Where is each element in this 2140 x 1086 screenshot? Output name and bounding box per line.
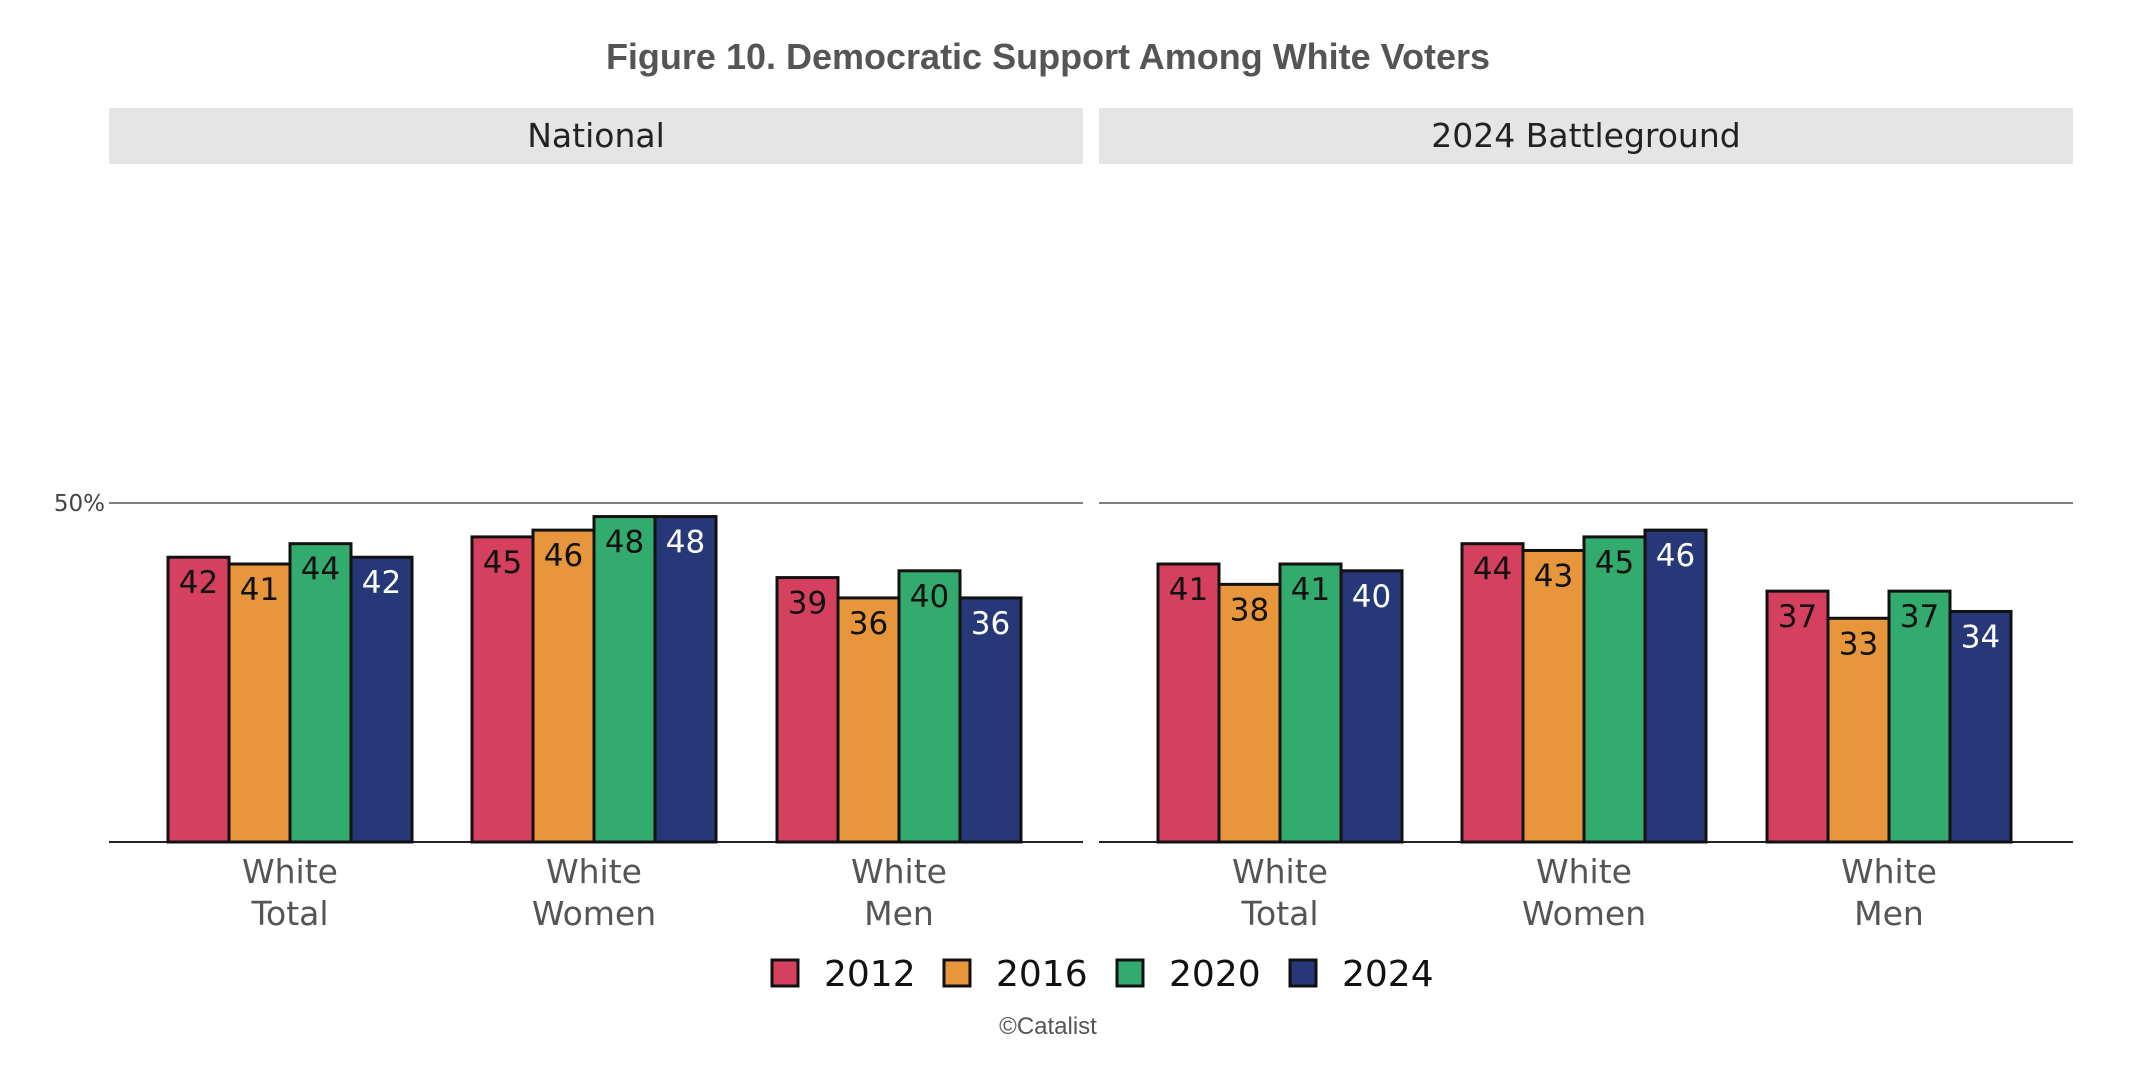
bar-2020 <box>1582 535 1647 844</box>
bar-2020 <box>592 515 657 844</box>
bar-2024 <box>1948 609 2013 844</box>
bar-value-label: 45 <box>483 545 522 581</box>
legend-label: 2020 <box>1169 954 1261 995</box>
bar-value-label: 46 <box>544 538 583 574</box>
bar-value-label: 36 <box>971 606 1010 642</box>
bar-value-label: 34 <box>1961 619 2000 655</box>
x-tick-label-line2: Total <box>250 894 328 933</box>
x-tick-label-line2: Total <box>1240 894 1318 933</box>
bar-2020 <box>1887 589 1952 844</box>
bar-value-label: 45 <box>1595 545 1634 581</box>
caption-copyright: ©Catalist <box>999 1013 1097 1040</box>
bar-2024 <box>1339 569 1404 844</box>
bar-2012 <box>1156 562 1221 844</box>
bar-2024 <box>958 596 1023 844</box>
bar-value-label: 41 <box>1291 572 1330 608</box>
bar-2012 <box>470 535 535 844</box>
y-tick-label-50: 50% <box>54 491 105 517</box>
bar-value-label: 44 <box>301 552 340 588</box>
bar-2024 <box>349 555 414 844</box>
bar-2012 <box>1765 589 1830 844</box>
x-tick-label-line1: White <box>1536 852 1632 891</box>
bar-value-label: 39 <box>788 586 827 622</box>
legend-label: 2016 <box>996 954 1088 995</box>
bar-value-label: 37 <box>1778 599 1817 635</box>
bar-2024 <box>653 515 718 844</box>
bar-value-label: 41 <box>1169 572 1208 608</box>
chart-title: Figure 10. Democratic Support Among Whit… <box>606 36 1490 77</box>
legend-item-2016: 2016 <box>942 954 1088 995</box>
legend-label: 2012 <box>824 954 916 995</box>
bar-2020 <box>1278 562 1343 844</box>
panel-strip-background <box>109 108 1083 164</box>
bar-2016 <box>836 596 901 844</box>
bar-value-label: 38 <box>1230 592 1269 628</box>
bar-value-label: 44 <box>1473 552 1512 588</box>
bar-value-label: 42 <box>362 565 401 601</box>
bar-value-label: 37 <box>1900 599 1939 635</box>
bar-value-label: 48 <box>605 525 644 561</box>
bar-value-label: 41 <box>240 572 279 608</box>
legend-swatch <box>1115 958 1145 988</box>
bar-value-label: 43 <box>1534 558 1573 594</box>
bar-value-label: 33 <box>1839 626 1878 662</box>
legend-item-2012: 2012 <box>770 954 916 995</box>
bar-value-label: 40 <box>1352 579 1391 615</box>
x-tick-label-line2: Women <box>532 894 656 933</box>
panel-strip-label: 2024 Battleground <box>1431 116 1740 155</box>
bar-value-label: 48 <box>666 525 705 561</box>
legend-item-2020: 2020 <box>1115 954 1261 995</box>
x-tick-label-line1: White <box>1841 852 1937 891</box>
x-tick-label-line1: White <box>851 852 947 891</box>
panel-strip-label: National <box>527 116 665 155</box>
x-tick-label-line2: Men <box>864 894 934 933</box>
bar-value-label: 36 <box>849 606 888 642</box>
legend-label: 2024 <box>1342 954 1434 995</box>
chart-legend: 2012 2016 2020 2024 <box>770 954 1434 995</box>
bar-2016 <box>1826 616 1891 844</box>
bar-2020 <box>288 542 353 844</box>
bar-2012 <box>1460 542 1525 844</box>
bar-2016 <box>1217 582 1282 844</box>
legend-swatch <box>1288 958 1318 988</box>
bar-value-label: 40 <box>910 579 949 615</box>
bar-2016 <box>531 528 596 844</box>
bar-2024 <box>1643 528 1708 844</box>
legend-swatch <box>942 958 972 988</box>
bar-value-label: 46 <box>1656 538 1695 574</box>
x-tick-label-line2: Women <box>1522 894 1646 933</box>
legend-swatch <box>770 958 800 988</box>
x-tick-label-line1: White <box>242 852 338 891</box>
x-tick-label-line1: White <box>546 852 642 891</box>
bar-value-label: 42 <box>179 565 218 601</box>
legend-item-2024: 2024 <box>1288 954 1434 995</box>
x-tick-label-line1: White <box>1232 852 1328 891</box>
panel-strip-background <box>1099 108 2073 164</box>
x-tick-label-line2: Men <box>1854 894 1924 933</box>
